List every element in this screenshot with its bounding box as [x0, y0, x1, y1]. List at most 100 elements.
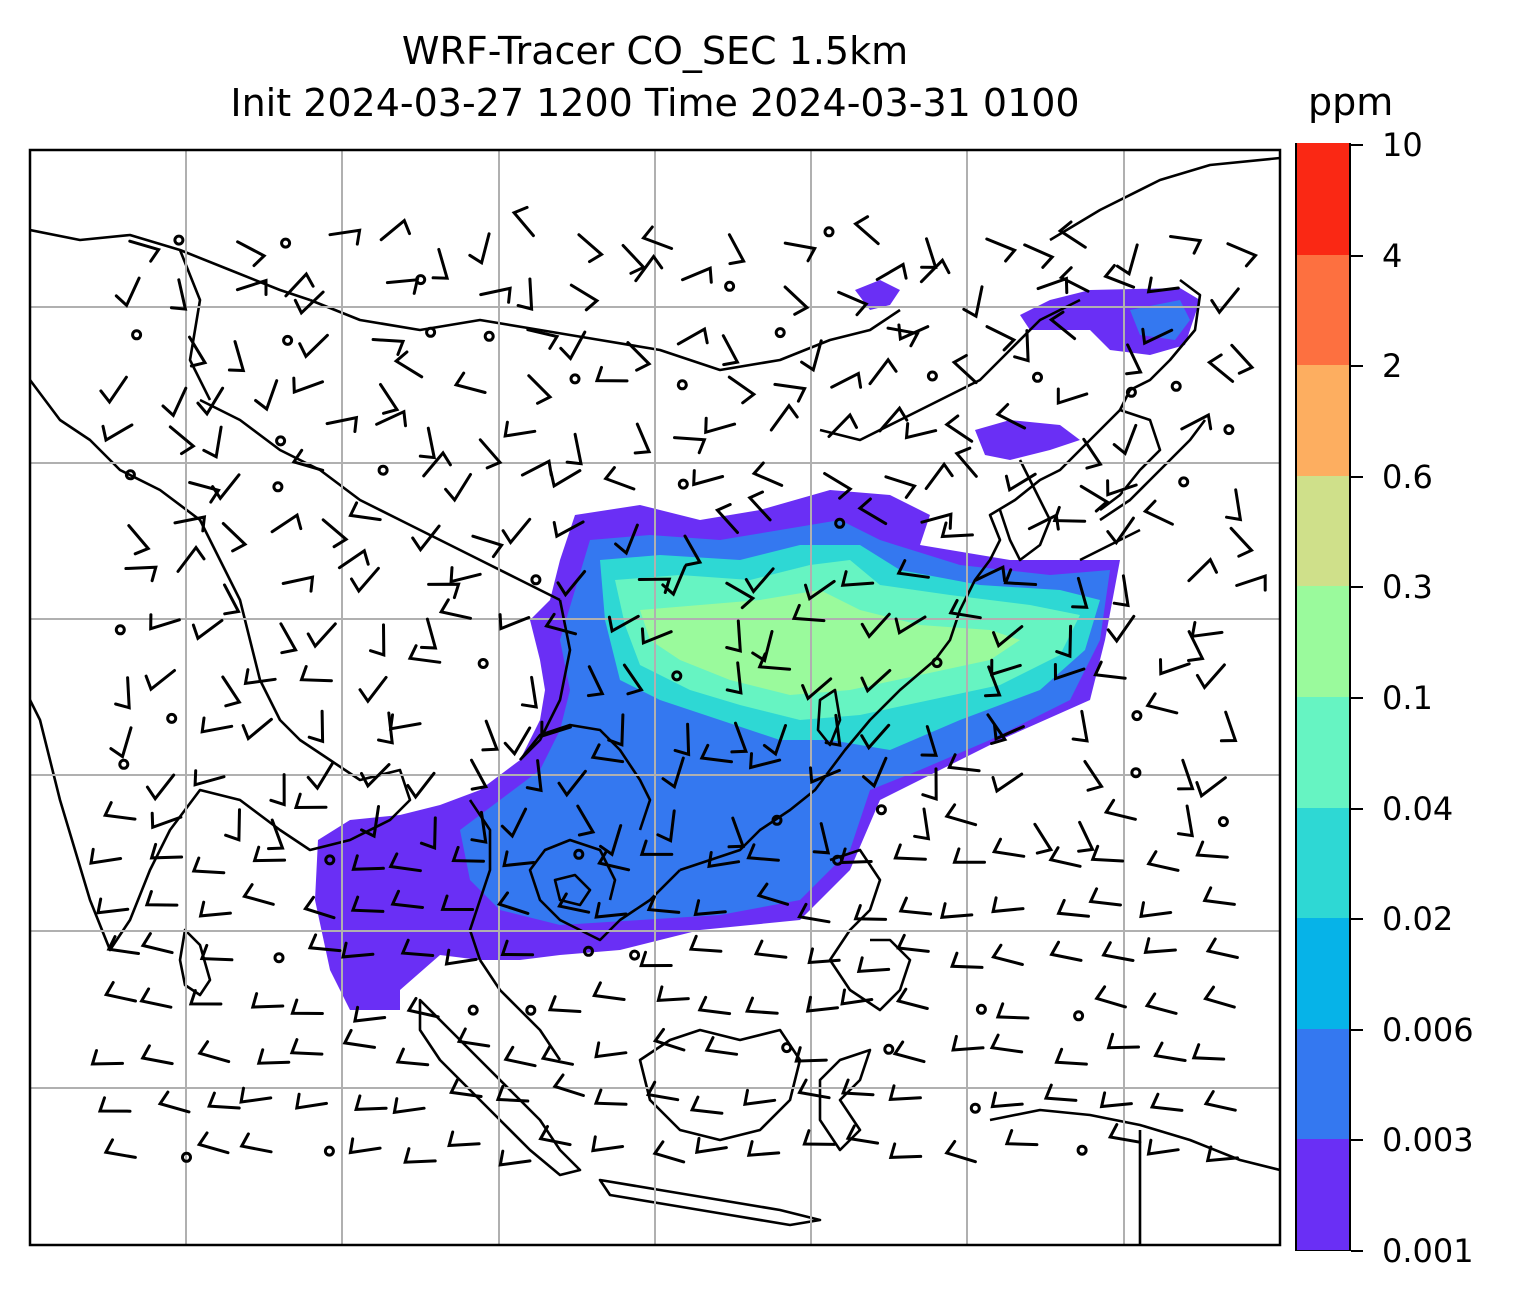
- coast-newguinea: [989, 1108, 1280, 1172]
- wind-barb: [1187, 630, 1205, 662]
- calm-wind-marker: [118, 758, 130, 770]
- wind-barb: [839, 847, 873, 865]
- wind-barb: [845, 1124, 880, 1145]
- wind-barb: [704, 416, 737, 435]
- wind-barb: [921, 767, 938, 801]
- wind-barb: [196, 386, 225, 417]
- colorbar-tick: [1351, 365, 1363, 368]
- wind-barb: [1115, 243, 1139, 277]
- coast-china-east: [679, 409, 1121, 872]
- wind-barb: [791, 603, 826, 623]
- wind-barb: [1141, 327, 1174, 346]
- wind-barb: [1077, 820, 1095, 853]
- wind-barb: [1176, 804, 1195, 838]
- wind-barb: [856, 956, 891, 974]
- wind-barb: [714, 503, 739, 534]
- wind-barb: [652, 1140, 686, 1164]
- colorbar-tick-label: 0.04: [1382, 789, 1454, 828]
- calm-wind-marker: [280, 237, 292, 249]
- calm-wind-marker: [483, 330, 495, 342]
- calm-wind-marker: [377, 464, 389, 476]
- wind-barb: [1142, 499, 1174, 526]
- coast-taiwan: [816, 688, 842, 747]
- wind-barb: [221, 522, 248, 553]
- wind-barb: [498, 1149, 532, 1167]
- wind-barb: [306, 622, 337, 649]
- wind-barb: [371, 338, 406, 356]
- wind-barb: [853, 215, 880, 246]
- wind-barb: [99, 375, 128, 405]
- colorbar-segment: [1297, 585, 1349, 697]
- wind-barb: [1146, 1138, 1180, 1156]
- wind-barb: [1144, 992, 1178, 1015]
- wind-barb: [406, 996, 440, 1019]
- wind-barb: [284, 271, 315, 298]
- wind-barb: [751, 630, 774, 663]
- wind-barb: [196, 1131, 230, 1155]
- wind-barb: [520, 459, 553, 477]
- wind-barb: [704, 1036, 739, 1056]
- wind-barb: [897, 323, 930, 342]
- wind-barb: [725, 619, 742, 653]
- colorbar-tick: [1351, 144, 1363, 146]
- wind-barb: [290, 998, 324, 1015]
- wind-barb: [725, 661, 743, 695]
- wind-barb: [96, 897, 130, 915]
- wind-barb: [634, 253, 664, 283]
- colorbar-tick-label: 0.3: [1382, 568, 1433, 607]
- wind-barb: [1003, 568, 1038, 586]
- wind-barb: [727, 233, 746, 266]
- wind-barb: [800, 339, 823, 373]
- map-title-line2: Init 2024-03-27 1200 Time 2024-03-31 010…: [230, 81, 1080, 125]
- wind-barb: [197, 1040, 231, 1064]
- wind-barb: [302, 895, 336, 920]
- wind-barb: [451, 845, 485, 863]
- wind-barb: [360, 763, 391, 789]
- wind-barb: [746, 1140, 781, 1157]
- wind-barb: [235, 278, 268, 296]
- wind-barb: [1146, 850, 1180, 872]
- calm-wind-marker: [671, 670, 683, 682]
- wind-barb: [388, 713, 422, 731]
- wind-barb: [269, 773, 286, 807]
- wind-barb: [1153, 1041, 1187, 1062]
- wind-barb: [256, 1048, 291, 1065]
- wind-barb: [281, 575, 315, 593]
- wind-barb: [730, 721, 749, 754]
- wind-barb: [1054, 1047, 1088, 1066]
- colorbar-tick: [1351, 1250, 1363, 1252]
- wind-barb: [744, 567, 775, 595]
- calm-wind-marker: [1217, 816, 1229, 828]
- wind-barb: [559, 330, 587, 362]
- wind-barb: [1043, 1083, 1078, 1102]
- wind-barb: [102, 801, 137, 821]
- wind-barb: [431, 247, 450, 280]
- wind-barb: [540, 1044, 574, 1066]
- wind-barb: [576, 804, 596, 837]
- wind-barb: [952, 847, 986, 864]
- wind-barb: [995, 403, 1027, 430]
- wind-barb: [707, 851, 741, 869]
- colorbar-tick-label: 0.003: [1382, 1121, 1474, 1160]
- colorbar: [1295, 143, 1351, 1251]
- colorbar-segment: [1297, 696, 1349, 808]
- wind-barb: [694, 1136, 728, 1154]
- calm-wind-marker: [415, 274, 427, 286]
- wind-barb: [144, 890, 179, 907]
- wind-barb: [481, 719, 500, 752]
- wind-barb: [418, 426, 437, 460]
- wind-barb: [1143, 937, 1177, 954]
- wind-barb: [951, 1034, 985, 1052]
- wind-barb: [157, 1090, 191, 1114]
- wind-barb: [239, 1086, 273, 1104]
- wind-barb: [199, 943, 234, 962]
- wind-barb: [392, 1097, 426, 1115]
- wind-barb: [525, 759, 543, 793]
- calm-wind-marker: [1076, 1144, 1088, 1156]
- wind-barb: [875, 262, 908, 281]
- wind-barb: [940, 521, 974, 539]
- wind-barb: [549, 469, 582, 489]
- wind-barb: [161, 386, 188, 418]
- calm-wind-marker: [114, 624, 126, 636]
